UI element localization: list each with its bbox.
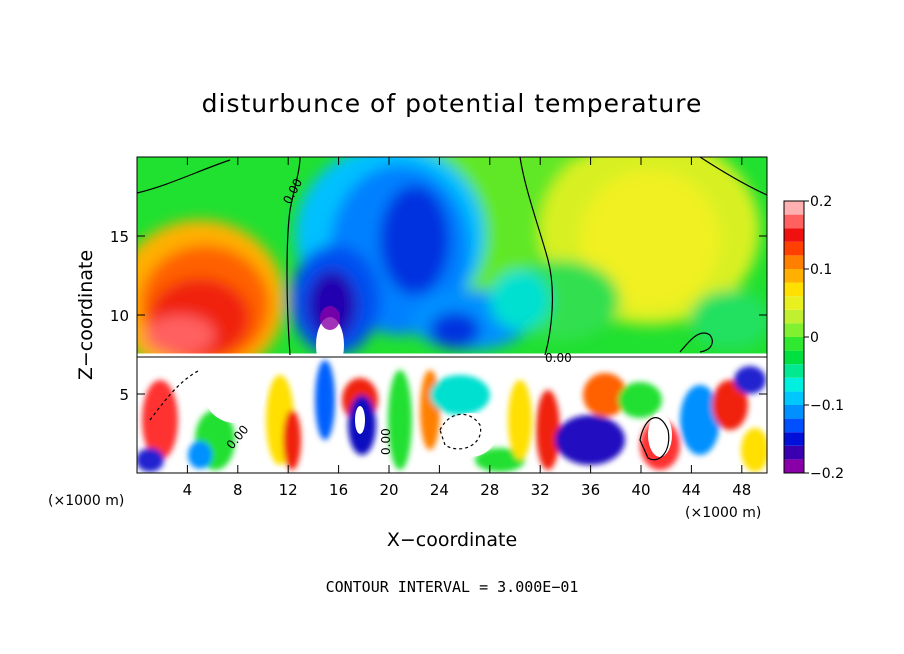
heatmap-region — [320, 306, 340, 330]
colorbar-swatch — [784, 391, 804, 405]
x-tick-label: 4 — [183, 481, 193, 499]
colorbar-ticks: 0.2 0.1 0 −0.1 −0.2 — [804, 194, 844, 482]
y-tick-label: 10 — [110, 307, 129, 325]
colorbar — [783, 200, 805, 474]
y-axis-label: Z−coordinate — [75, 250, 97, 380]
chart-title: disturbunce of potential temperature — [202, 89, 703, 118]
colorbar-swatch — [784, 241, 804, 256]
heatmap-region — [380, 185, 450, 295]
y-tick-label: 15 — [110, 228, 129, 246]
zero-contour — [286, 157, 301, 356]
x-tick-label: 48 — [732, 481, 751, 499]
x-tick-label: 40 — [631, 481, 650, 499]
turbulent-patches — [137, 360, 767, 472]
x-tick-label: 20 — [379, 481, 398, 499]
colorbar-swatch — [784, 364, 804, 378]
x-tick-label: 32 — [531, 481, 550, 499]
x-unit-left: (×1000 m) — [48, 493, 124, 509]
zero-contour — [699, 157, 767, 196]
x-tick-label: 8 — [233, 481, 243, 499]
heatmap-region — [307, 270, 357, 340]
x-tick-label: 36 — [581, 481, 600, 499]
heatmap-region — [580, 170, 720, 310]
x-tick-label: 28 — [480, 481, 499, 499]
colorbar-tick-label: 0 — [810, 330, 819, 346]
colorbar-swatch — [784, 377, 804, 392]
colorbar-swatch — [784, 309, 804, 324]
heatmap-region — [490, 270, 550, 330]
colorbar-tick-label: −0.2 — [810, 466, 844, 482]
x-unit-right: (×1000 m) — [685, 505, 761, 521]
y-tick-label: 5 — [119, 386, 129, 404]
colorbar-swatch — [784, 459, 804, 473]
zero-contour — [639, 417, 670, 461]
y-axis: 5 10 15 — [110, 228, 767, 404]
contour-interval-note: CONTOUR INTERVAL = 3.000E−01 — [326, 578, 579, 596]
colorbar-swatch — [784, 282, 804, 297]
zero-contour — [137, 159, 231, 194]
colorbar-tick-label: 0.1 — [810, 262, 832, 278]
contour-lines — [137, 157, 767, 461]
colorbar-swatch — [784, 214, 804, 229]
colorbar-tick-label: −0.1 — [810, 398, 844, 414]
colorbar-swatch — [784, 255, 804, 269]
heatmap-region — [430, 312, 480, 348]
colorbar-swatch — [784, 445, 804, 460]
x-tick-label: 16 — [329, 481, 348, 499]
colorbar-swatch — [784, 350, 804, 365]
heatmap-region — [145, 315, 215, 355]
colorbar-swatch — [784, 296, 804, 310]
colorbar-tick-label: 0.2 — [810, 194, 832, 210]
zero-contour — [679, 332, 713, 353]
colorbar-swatch — [784, 418, 804, 433]
heatmap-region — [690, 290, 767, 350]
colorbar-swatch — [784, 201, 804, 215]
negative-contour — [149, 369, 201, 421]
contour-label: 0.00 — [379, 428, 393, 455]
colorbar-swatch — [784, 405, 804, 419]
colorbar-swatch — [784, 228, 804, 242]
colorbar-swatch — [784, 269, 804, 283]
x-tick-label: 12 — [279, 481, 298, 499]
x-tick-label: 44 — [682, 481, 701, 499]
colorbar-swatch — [784, 432, 804, 446]
heatmap-field — [137, 157, 767, 473]
turbulent-white-cells — [205, 367, 672, 457]
contour-label: 0.00 — [545, 351, 572, 365]
zero-contour — [519, 157, 554, 356]
colorbar-swatch — [784, 323, 804, 337]
x-axis-label: X−coordinate — [387, 529, 517, 551]
colorbar-swatch — [784, 337, 804, 351]
negative-contour — [439, 413, 482, 450]
x-tick-label: 24 — [430, 481, 449, 499]
x-axis: 4 8 12 16 20 24 28 32 36 40 44 48 — [183, 157, 751, 499]
